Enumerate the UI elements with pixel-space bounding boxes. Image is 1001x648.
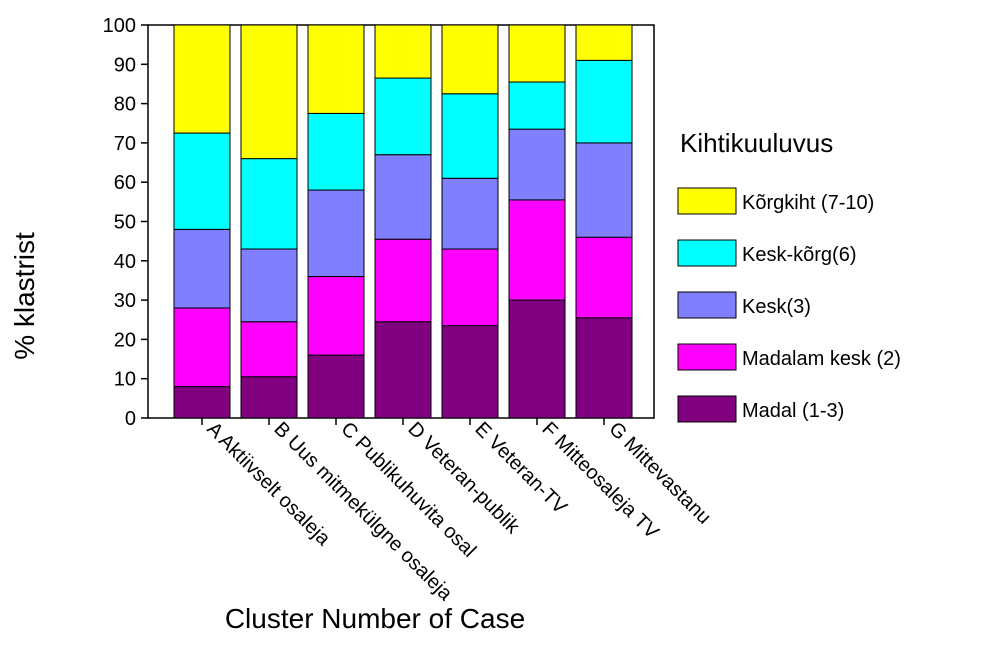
legend: Kihtikuuluvus Kõrgkiht (7-10) Kesk-kõrg(6… <box>677 128 901 423</box>
legend-label: Madal (1-3) <box>742 400 844 422</box>
bar-segment <box>508 81 566 130</box>
bar-segment <box>307 189 365 278</box>
bar-segment <box>240 321 298 378</box>
y-tick-label: 80 <box>114 94 136 116</box>
bar-segment <box>173 24 231 134</box>
bar-segment <box>374 321 432 419</box>
bar-segment <box>441 24 499 95</box>
x-axis-title: Cluster Number of Case <box>225 603 525 634</box>
legend-label: Kesk(3) <box>742 296 811 318</box>
bar-segment <box>575 142 633 238</box>
bar-segment <box>307 276 365 356</box>
bar-segment <box>374 238 432 323</box>
bar-segment <box>307 354 365 419</box>
legend-swatch <box>677 239 737 267</box>
legend-label: Kesk-kõrg(6) <box>742 244 856 266</box>
bar-segment <box>508 199 566 301</box>
bar-segment <box>173 386 231 419</box>
legend-swatch <box>677 395 737 423</box>
y-axis-title: % klastrist <box>9 232 40 360</box>
bar-segment <box>173 228 231 309</box>
x-tick-label: F Mitteosaleja TV <box>537 418 663 544</box>
bar-segment <box>374 24 432 79</box>
bar-segment <box>441 93 499 179</box>
y-tick-label: 10 <box>114 369 136 391</box>
bar-segment <box>575 317 633 419</box>
y-tick-label: 40 <box>114 251 136 273</box>
bar-segment <box>307 24 365 114</box>
legend-swatch <box>677 291 737 319</box>
legend-swatch <box>677 187 737 215</box>
bar-segment <box>240 158 298 250</box>
bar-segment <box>374 77 432 156</box>
y-tick-label: 100 <box>103 15 136 37</box>
x-tick-label: D Veteran-publik <box>403 418 524 539</box>
bar-segment <box>508 299 566 419</box>
y-axis: 0 10 20 30 40 50 60 70 80 90 100 <box>103 15 148 430</box>
legend-label: Madalam kesk (2) <box>742 348 901 370</box>
bar-segment <box>575 59 633 144</box>
y-tick-label: 60 <box>114 172 136 194</box>
bar-segment <box>240 24 298 160</box>
bar-segment <box>508 128 566 201</box>
bar-segment <box>508 24 566 83</box>
legend-swatch <box>677 343 737 371</box>
bar-segment <box>575 24 633 61</box>
y-tick-label: 90 <box>114 54 136 76</box>
bar-segment <box>173 132 231 230</box>
y-tick-label: 70 <box>114 133 136 155</box>
bar-segment <box>441 325 499 419</box>
x-tick-label: A Aktiivselt osaleja <box>202 418 335 551</box>
y-tick-label: 30 <box>114 290 136 312</box>
bar-segment <box>240 248 298 323</box>
legend-label: Kõrgkiht (7-10) <box>742 192 874 214</box>
bar-segment <box>441 248 499 327</box>
y-tick-label: 0 <box>125 408 136 430</box>
bar-segment <box>240 376 298 419</box>
y-tick-label: 20 <box>114 329 136 351</box>
bar-segment <box>374 154 432 240</box>
bar-segment <box>441 177 499 250</box>
bar-segment <box>173 307 231 388</box>
bar-segment <box>307 112 365 191</box>
bar-segment <box>575 236 633 319</box>
legend-title: Kihtikuuluvus <box>680 128 833 158</box>
bars-group <box>173 24 633 419</box>
y-tick-label: 50 <box>114 212 136 234</box>
